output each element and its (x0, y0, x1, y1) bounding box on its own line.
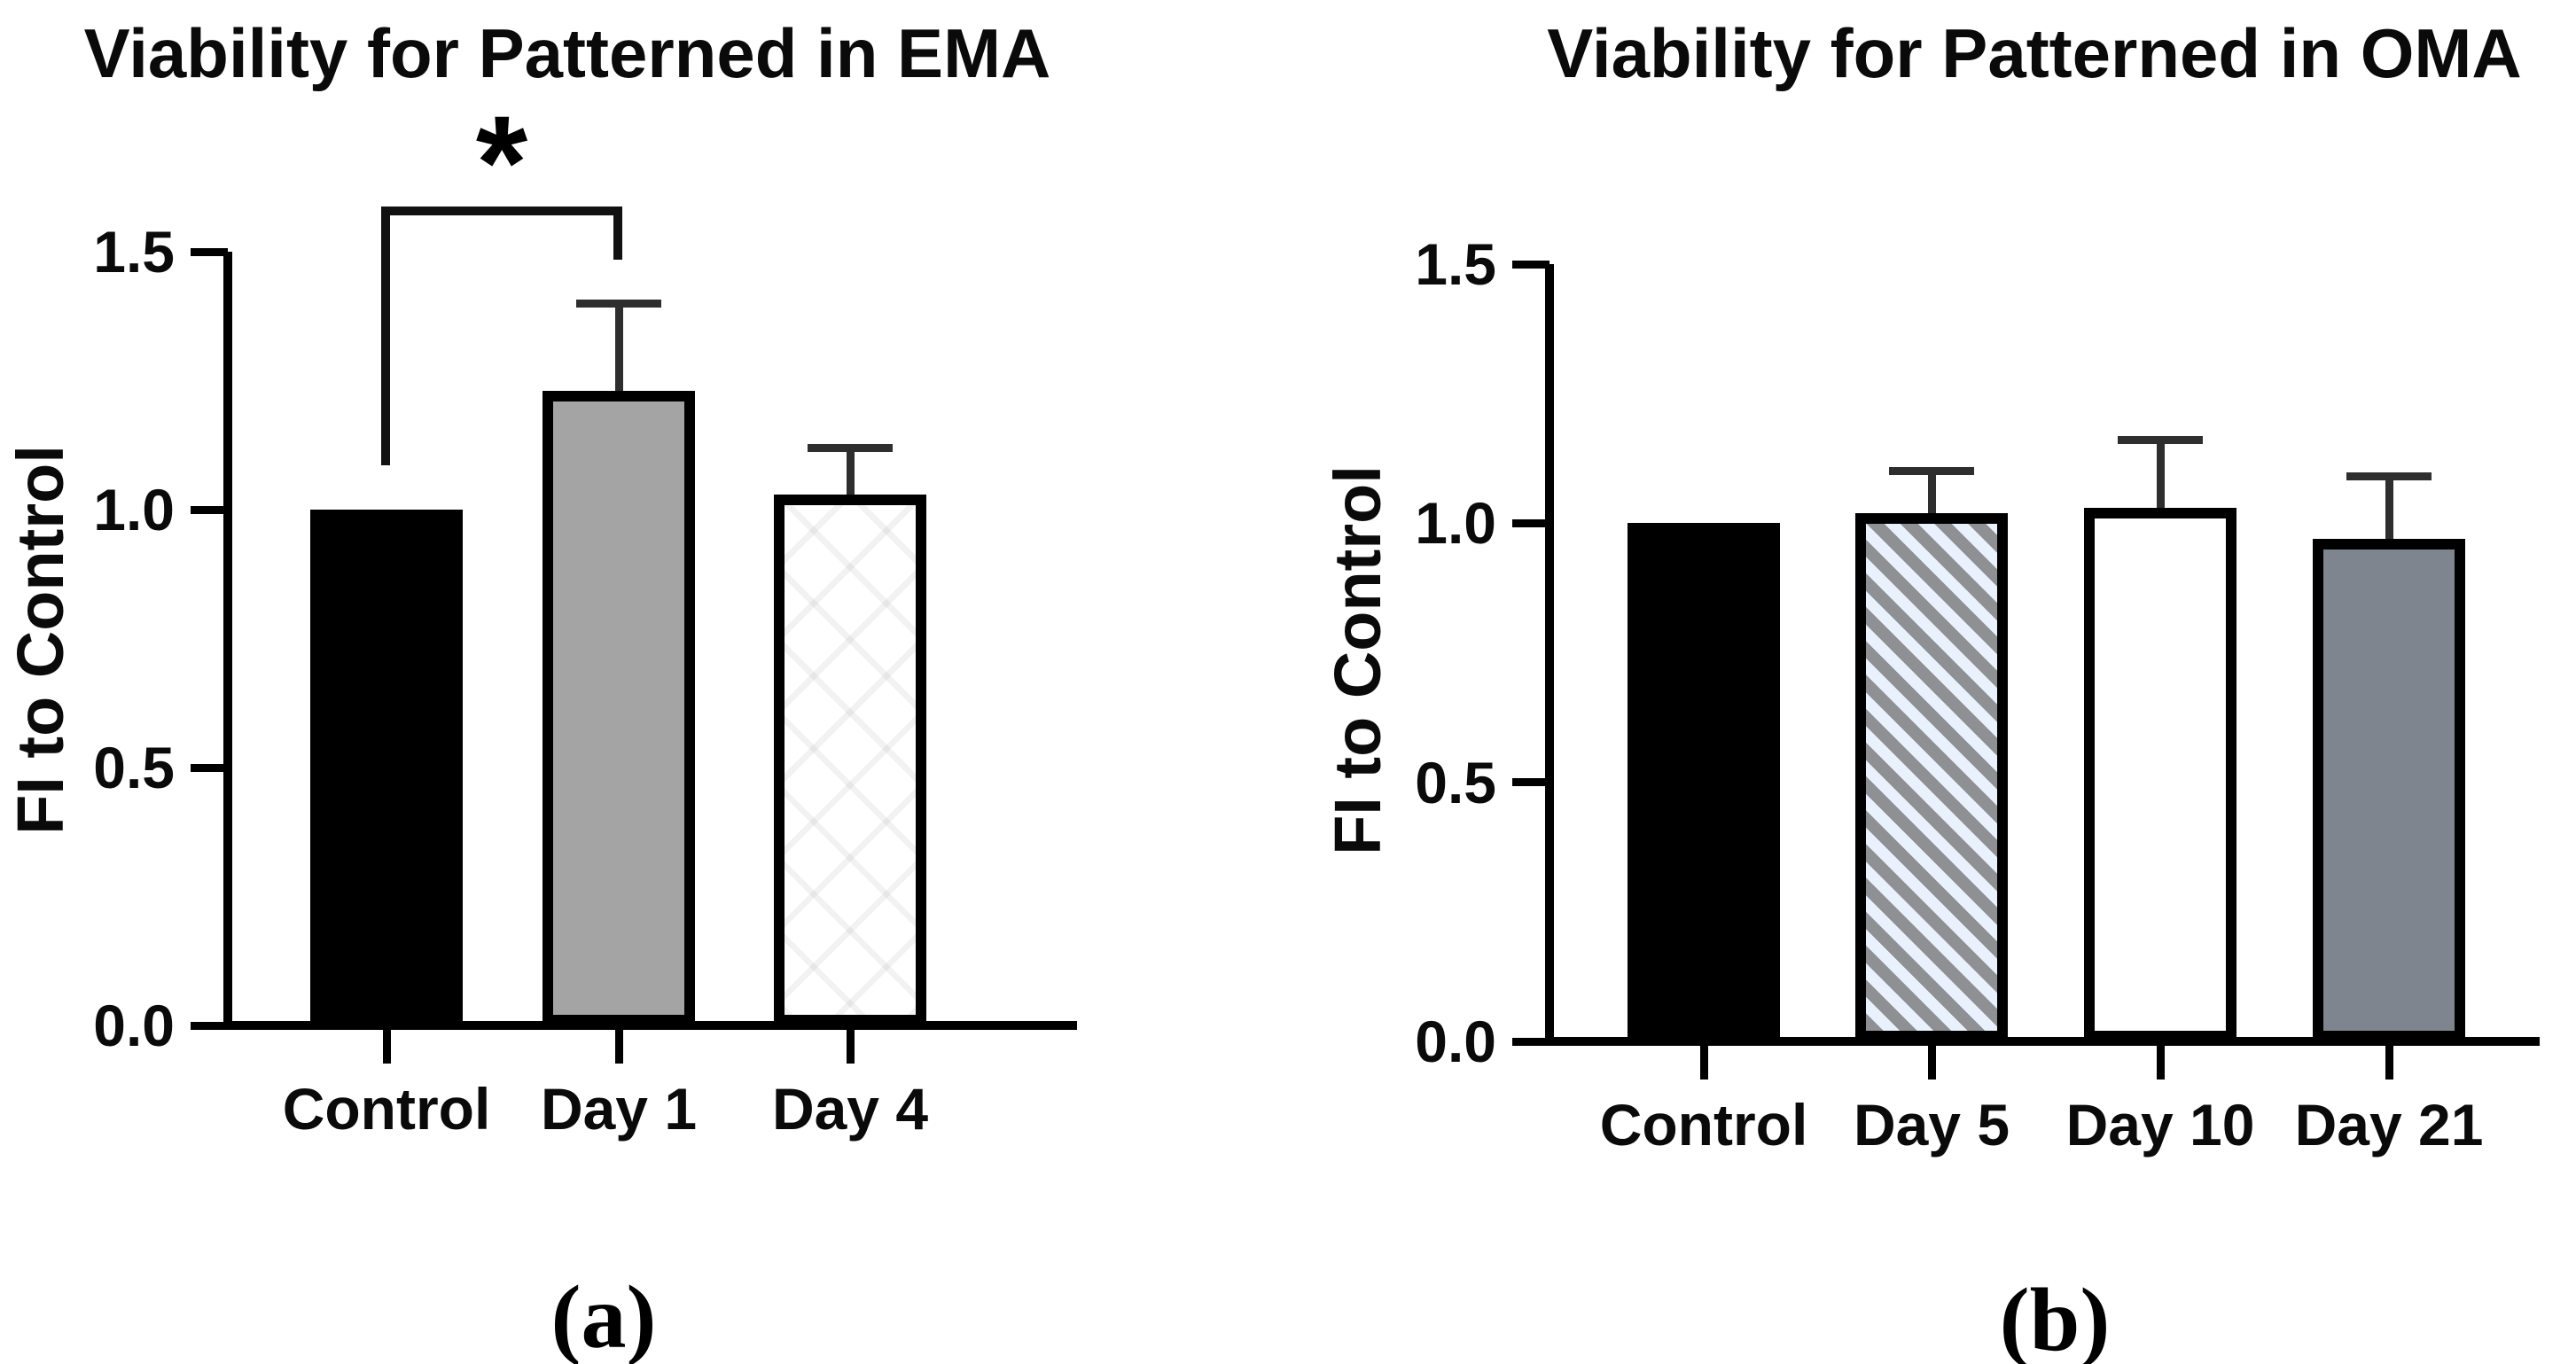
chart-b-error-cap-day-10 (2118, 436, 2203, 444)
chart-a-y-axis-line (223, 252, 232, 1030)
chart-b-error-bar-day-10 (2157, 440, 2165, 526)
chart-b-y-tick-label-1.5: 1.5 (1415, 231, 1496, 297)
chart-b-bar-control (1628, 523, 1780, 1041)
chart-b-bar-day-5 (1855, 513, 2008, 1041)
chart-b-y-tick-0.0 (1512, 1038, 1550, 1046)
chart-a-caption: (a) (550, 1267, 657, 1364)
chart-a-x-tick-label-day-4: Day 4 (771, 1076, 929, 1142)
chart-b-x-tick-control (1700, 1046, 1708, 1080)
chart-b-x-tick-day-10 (2157, 1046, 2165, 1080)
chart-a-y-tick-0.0 (191, 1022, 228, 1030)
chart-b-y-tick-1.0 (1512, 519, 1550, 527)
chart-b-x-tick-label-day-5: Day 5 (1853, 1092, 2010, 1157)
chart-a-y-tick-0.5 (191, 764, 228, 772)
chart-a-y-axis-label: FI to Control (4, 445, 77, 835)
chart-b-y-tick-1.5 (1512, 261, 1550, 269)
chart-a-x-tick-day-1 (615, 1030, 623, 1064)
chart-a-y-tick-1.0 (191, 506, 228, 514)
chart-a-significance-star: * (475, 88, 528, 237)
chart-b-error-bar-day-21 (2385, 477, 2393, 557)
chart-b-x-tick-label-day-21: Day 21 (2294, 1092, 2484, 1157)
chart-b-bar-day-10 (2084, 508, 2236, 1041)
chart-b-x-axis-line (1545, 1037, 2540, 1046)
chart-a-x-tick-label-day-1: Day 1 (540, 1076, 698, 1142)
chart-b-x-tick-label-day-10: Day 10 (2065, 1092, 2255, 1157)
chart-a-significance-bracket-right (613, 211, 622, 260)
chart-b-y-tick-label-0.0: 0.0 (1415, 1009, 1496, 1074)
chart-b-x-tick-day-5 (1928, 1046, 1936, 1080)
chart-a-significance-bracket-top (381, 207, 622, 215)
chart-b-error-bar-day-5 (1928, 472, 1936, 531)
chart-a-y-tick-label-0.5: 0.5 (93, 735, 175, 800)
chart-a-y-tick-label-1.0: 1.0 (93, 477, 175, 542)
chart-a-significance-bracket-left (381, 211, 390, 465)
chart-a-y-tick-label-1.5: 1.5 (93, 219, 175, 284)
chart-a-error-cap-day-1 (576, 300, 661, 308)
chart-b-y-tick-label-1.0: 1.0 (1415, 490, 1496, 556)
chart-a-x-tick-control (383, 1030, 391, 1064)
chart-a-title: Viability for Patterned in EMA (83, 14, 1051, 92)
chart-b-x-tick-label-control: Control (1599, 1092, 1808, 1157)
chart-a-bar-day-4 (774, 495, 926, 1025)
chart-b-caption: (b) (1999, 1270, 2111, 1364)
chart-b-error-cap-day-21 (2346, 472, 2432, 480)
chart-a-y-tick-1.5 (191, 248, 228, 256)
chart-a-x-tick-label-control: Control (282, 1076, 491, 1142)
chart-a-error-cap-day-4 (808, 444, 893, 452)
chart-a-error-bar-day-4 (847, 448, 855, 511)
chart-b-bar-day-21 (2313, 539, 2465, 1041)
chart-a-y-tick-label-0.0: 0.0 (93, 993, 175, 1058)
chart-a-error-bar-day-1 (615, 303, 623, 409)
chart-b-y-tick-label-0.5: 0.5 (1415, 750, 1496, 815)
chart-b-y-axis-line (1545, 264, 1554, 1046)
chart-a-x-axis-line (223, 1021, 1077, 1030)
chart-b-x-tick-day-21 (2385, 1046, 2393, 1080)
chart-b-title: Viability for Patterned in OMA (1547, 14, 2522, 92)
chart-b-y-tick-0.5 (1512, 778, 1550, 786)
chart-a-bar-control (310, 510, 463, 1025)
chart-b-y-axis-label: FI to Control (1321, 465, 1394, 855)
chart-a-x-tick-day-4 (847, 1030, 855, 1064)
chart-b-error-cap-day-5 (1889, 467, 1974, 475)
chart-a-bar-day-1 (543, 391, 695, 1025)
